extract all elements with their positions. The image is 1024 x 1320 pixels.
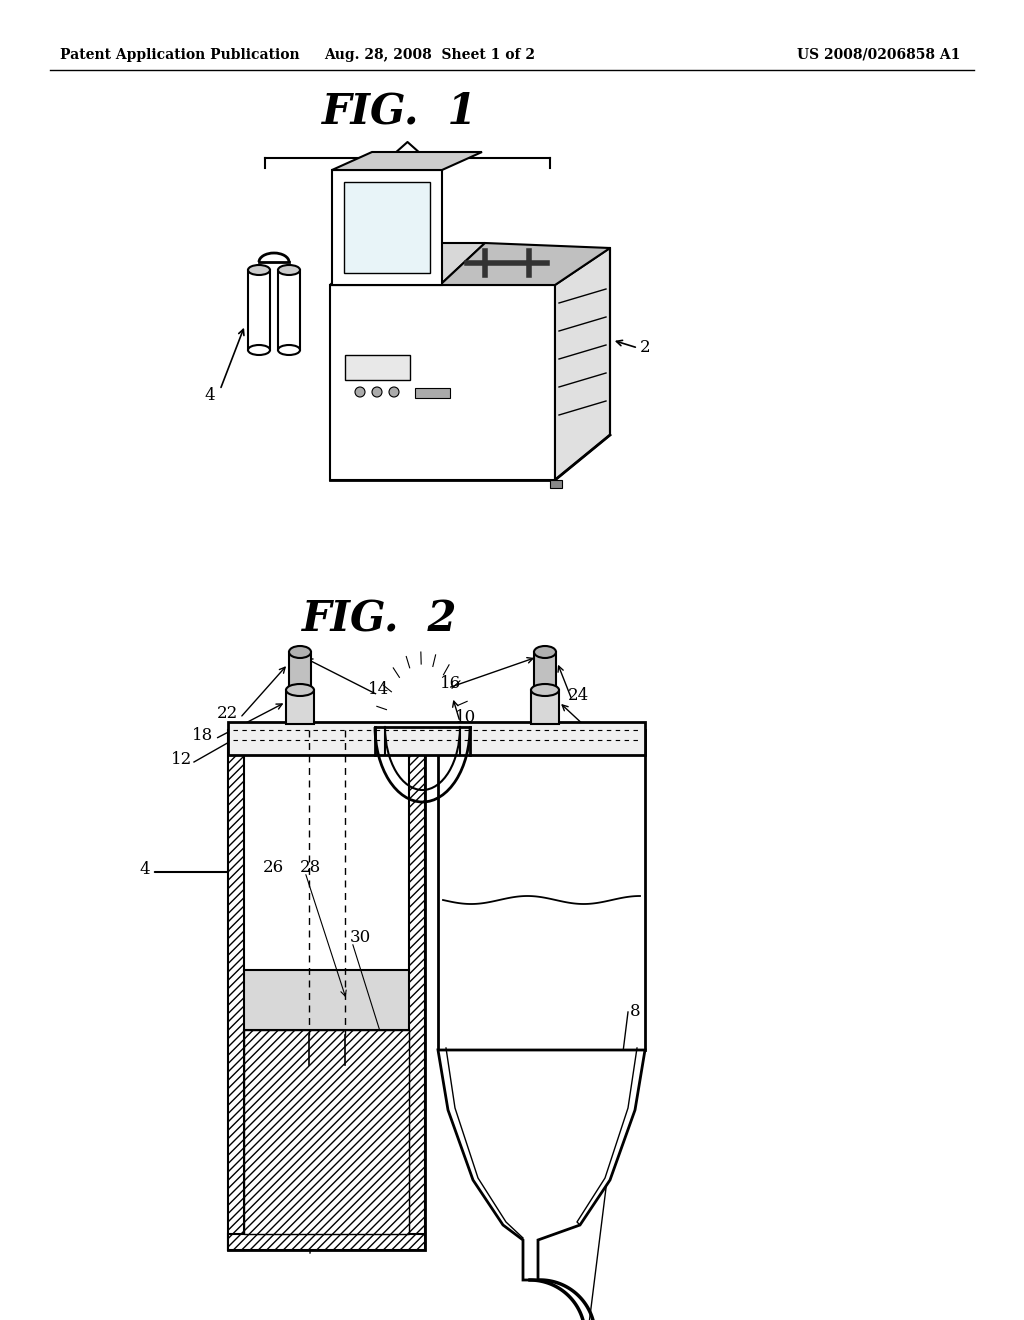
Text: 6: 6 bbox=[323, 1052, 334, 1068]
Bar bbox=[228, 1234, 425, 1250]
Text: FIG.  1: FIG. 1 bbox=[323, 91, 478, 133]
Text: 28: 28 bbox=[300, 858, 322, 875]
Text: 10: 10 bbox=[455, 709, 476, 726]
Bar bbox=[244, 970, 409, 1030]
Text: FIG.  2: FIG. 2 bbox=[302, 599, 458, 642]
Text: 22: 22 bbox=[217, 705, 238, 722]
Ellipse shape bbox=[531, 684, 559, 696]
Bar bbox=[244, 1030, 409, 1234]
Text: 24: 24 bbox=[568, 686, 589, 704]
Bar bbox=[345, 355, 410, 380]
Text: 12: 12 bbox=[171, 751, 193, 768]
Bar bbox=[228, 730, 244, 1250]
Ellipse shape bbox=[278, 345, 300, 355]
Polygon shape bbox=[438, 1049, 645, 1280]
Text: 16: 16 bbox=[440, 675, 461, 692]
Bar bbox=[289, 652, 311, 690]
Ellipse shape bbox=[248, 345, 270, 355]
Text: 30: 30 bbox=[350, 928, 372, 945]
Polygon shape bbox=[332, 170, 442, 285]
Text: 4: 4 bbox=[139, 862, 150, 879]
Ellipse shape bbox=[278, 265, 300, 275]
Ellipse shape bbox=[289, 645, 311, 657]
Bar bbox=[228, 730, 425, 1250]
Polygon shape bbox=[330, 243, 485, 285]
Text: 20: 20 bbox=[598, 730, 620, 747]
Ellipse shape bbox=[248, 265, 270, 275]
Bar bbox=[286, 690, 314, 723]
Bar bbox=[278, 271, 300, 350]
Bar bbox=[409, 730, 425, 1250]
Bar bbox=[415, 388, 450, 399]
Text: 4: 4 bbox=[205, 387, 215, 404]
Bar bbox=[228, 722, 645, 755]
Text: US 2008/0206858 A1: US 2008/0206858 A1 bbox=[797, 48, 961, 62]
Polygon shape bbox=[555, 248, 610, 480]
Circle shape bbox=[389, 387, 399, 397]
Bar bbox=[550, 480, 562, 488]
Circle shape bbox=[372, 387, 382, 397]
Text: 8: 8 bbox=[630, 1003, 641, 1020]
Text: 2: 2 bbox=[640, 339, 650, 356]
Text: Aug. 28, 2008  Sheet 1 of 2: Aug. 28, 2008 Sheet 1 of 2 bbox=[325, 48, 536, 62]
Text: 18: 18 bbox=[191, 726, 213, 743]
Polygon shape bbox=[332, 152, 482, 170]
Bar bbox=[248, 271, 270, 350]
Ellipse shape bbox=[286, 684, 314, 696]
Polygon shape bbox=[440, 243, 610, 285]
Text: 26: 26 bbox=[263, 858, 284, 875]
Bar bbox=[534, 652, 556, 690]
Text: Patent Application Publication: Patent Application Publication bbox=[60, 48, 300, 62]
Bar bbox=[244, 730, 409, 970]
Polygon shape bbox=[330, 285, 555, 480]
Ellipse shape bbox=[534, 645, 556, 657]
Bar bbox=[531, 690, 559, 723]
Circle shape bbox=[355, 387, 365, 397]
Text: 14: 14 bbox=[368, 681, 389, 698]
Bar bbox=[344, 182, 430, 273]
